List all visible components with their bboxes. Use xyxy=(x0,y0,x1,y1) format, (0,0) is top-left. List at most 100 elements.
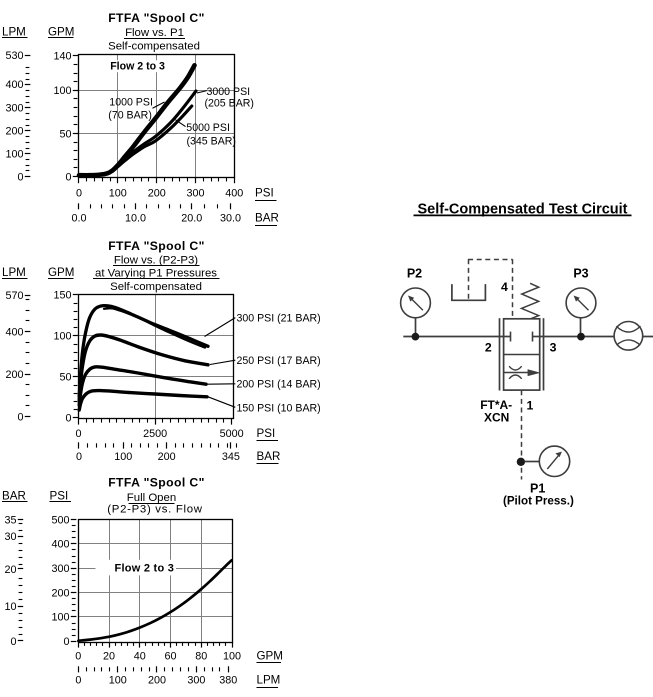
svg-text:5000 PSI: 5000 PSI xyxy=(186,122,230,134)
svg-text:4: 4 xyxy=(501,280,508,294)
svg-text:Flow vs. P1: Flow vs. P1 xyxy=(125,27,184,39)
svg-text:at Varying P1 Pressures: at Varying P1 Pressures xyxy=(95,267,217,279)
svg-text:100: 100 xyxy=(51,612,69,624)
svg-text:100: 100 xyxy=(109,187,127,199)
svg-text:300: 300 xyxy=(5,102,23,114)
svg-text:BAR: BAR xyxy=(257,450,281,463)
svg-text:100: 100 xyxy=(53,331,71,343)
svg-text:FT*A-: FT*A- xyxy=(480,398,512,412)
svg-text:570: 570 xyxy=(5,290,23,302)
svg-text:BAR: BAR xyxy=(2,490,26,503)
svg-text:200: 200 xyxy=(51,587,69,599)
svg-text:80: 80 xyxy=(195,650,207,662)
svg-text:LPM: LPM xyxy=(257,674,281,687)
svg-text:100: 100 xyxy=(223,650,241,662)
svg-text:Flow 2 to 3: Flow 2 to 3 xyxy=(110,61,165,73)
svg-text:100: 100 xyxy=(114,451,132,463)
svg-text:30: 30 xyxy=(4,531,16,543)
svg-text:GPM: GPM xyxy=(257,649,283,662)
svg-text:PSI: PSI xyxy=(50,490,69,503)
svg-text:100: 100 xyxy=(109,675,127,687)
svg-text:400: 400 xyxy=(5,326,23,338)
svg-text:380: 380 xyxy=(219,675,237,687)
svg-text:345: 345 xyxy=(222,451,240,463)
svg-text:Self-compensated: Self-compensated xyxy=(108,40,200,52)
svg-text:400: 400 xyxy=(5,79,23,91)
svg-text:0: 0 xyxy=(65,171,71,183)
svg-text:Flow 2 to 3: Flow 2 to 3 xyxy=(115,562,175,574)
svg-text:0: 0 xyxy=(63,636,69,648)
svg-text:20: 20 xyxy=(103,650,115,662)
svg-text:(205 BAR): (205 BAR) xyxy=(205,97,254,109)
svg-text:2: 2 xyxy=(485,340,492,354)
svg-text:300: 300 xyxy=(187,675,205,687)
svg-text:20.0: 20.0 xyxy=(181,213,202,225)
svg-text:LPM: LPM xyxy=(2,26,26,39)
svg-text:PSI: PSI xyxy=(257,427,276,440)
svg-text:3000 PSI: 3000 PSI xyxy=(207,86,251,98)
svg-text:200: 200 xyxy=(5,126,23,138)
svg-text:10.0: 10.0 xyxy=(125,213,146,225)
svg-text:0: 0 xyxy=(17,411,23,423)
svg-text:500: 500 xyxy=(51,514,69,526)
svg-text:10: 10 xyxy=(4,601,16,613)
svg-text:50: 50 xyxy=(59,372,71,384)
svg-text:20: 20 xyxy=(4,564,16,576)
svg-text:GPM: GPM xyxy=(48,26,74,39)
svg-text:0.0: 0.0 xyxy=(71,213,86,225)
svg-text:Self-compensated: Self-compensated xyxy=(110,281,202,293)
svg-text:30.0: 30.0 xyxy=(220,213,241,225)
svg-text:2500: 2500 xyxy=(143,428,167,440)
svg-text:FTFA "Spool C": FTFA "Spool C" xyxy=(108,239,205,253)
svg-text:PSI: PSI xyxy=(255,186,274,199)
svg-text:300: 300 xyxy=(186,187,204,199)
svg-text:50: 50 xyxy=(59,128,71,140)
svg-text:250 PSI (17 BAR): 250 PSI (17 BAR) xyxy=(237,355,321,367)
svg-text:40: 40 xyxy=(134,650,146,662)
svg-text:(Pilot Press.): (Pilot Press.) xyxy=(503,495,574,508)
svg-text:1000 PSI: 1000 PSI xyxy=(109,96,153,108)
svg-text:200 PSI (14 BAR): 200 PSI (14 BAR) xyxy=(237,379,321,391)
svg-text:0: 0 xyxy=(76,451,82,463)
svg-text:(70 BAR): (70 BAR) xyxy=(108,109,152,121)
svg-text:P1: P1 xyxy=(530,481,545,495)
svg-text:0: 0 xyxy=(76,187,82,199)
svg-text:530: 530 xyxy=(5,50,23,62)
svg-text:0: 0 xyxy=(65,413,71,425)
svg-text:0: 0 xyxy=(75,675,81,687)
svg-text:FTFA "Spool C": FTFA "Spool C" xyxy=(108,476,205,490)
svg-text:100: 100 xyxy=(53,85,71,97)
svg-text:Full Open: Full Open xyxy=(127,492,176,504)
svg-text:35: 35 xyxy=(4,514,16,526)
svg-text:FTFA "Spool C": FTFA "Spool C" xyxy=(108,11,205,25)
svg-text:200: 200 xyxy=(148,675,166,687)
svg-text:XCN: XCN xyxy=(484,411,509,425)
svg-text:GPM: GPM xyxy=(48,266,74,279)
svg-text:(345 BAR): (345 BAR) xyxy=(187,136,236,148)
svg-text:5000: 5000 xyxy=(220,428,244,440)
svg-text:400: 400 xyxy=(225,187,243,199)
svg-text:Flow vs. (P2-P3): Flow vs. (P2-P3) xyxy=(114,254,198,266)
svg-text:60: 60 xyxy=(164,650,176,662)
svg-text:400: 400 xyxy=(51,539,69,551)
svg-text:(P2-P3) vs. Flow: (P2-P3) vs. Flow xyxy=(107,504,202,516)
svg-text:0: 0 xyxy=(17,171,23,183)
svg-text:200: 200 xyxy=(158,451,176,463)
svg-text:300: 300 xyxy=(51,563,69,575)
svg-text:0: 0 xyxy=(75,428,81,440)
svg-text:P2: P2 xyxy=(407,266,422,280)
svg-text:P3: P3 xyxy=(573,266,588,280)
svg-text:140: 140 xyxy=(53,50,71,62)
svg-text:150 PSI (10 BAR): 150 PSI (10 BAR) xyxy=(237,402,321,414)
svg-text:150: 150 xyxy=(53,290,71,302)
svg-text:BAR: BAR xyxy=(255,212,279,225)
svg-text:200: 200 xyxy=(5,369,23,381)
svg-text:300 PSI (21 BAR): 300 PSI (21 BAR) xyxy=(237,313,321,325)
svg-text:100: 100 xyxy=(5,149,23,161)
svg-text:0: 0 xyxy=(75,650,81,662)
svg-text:LPM: LPM xyxy=(2,266,26,279)
svg-text:200: 200 xyxy=(148,187,166,199)
svg-text:1: 1 xyxy=(526,398,533,412)
svg-text:3: 3 xyxy=(550,340,557,354)
svg-text:0: 0 xyxy=(10,636,16,648)
